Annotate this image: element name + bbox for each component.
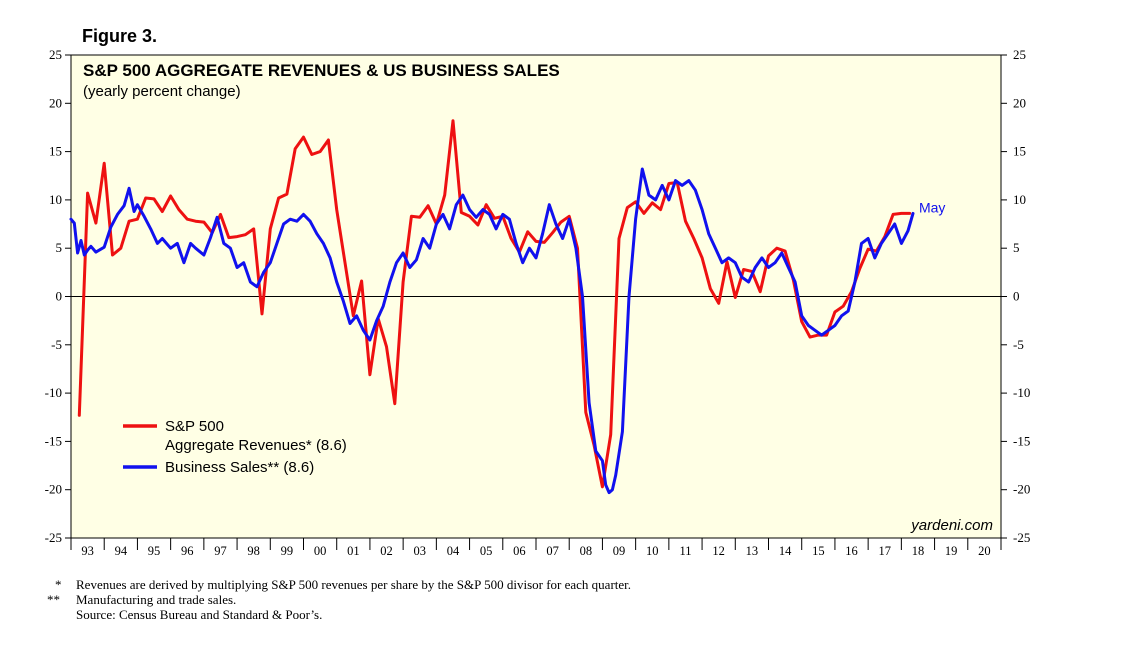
x-tick-label: 13: [746, 544, 759, 558]
y-tick-label-right: 25: [1013, 47, 1026, 62]
y-tick-label-right: -5: [1013, 337, 1024, 352]
x-tick-label: 01: [347, 544, 360, 558]
footnote-1-text: Revenues are derived by multiplying S&P …: [76, 577, 632, 592]
x-tick-label: 98: [247, 544, 260, 558]
legend-label-sp500: S&P 500: [165, 418, 224, 435]
x-tick-label: 15: [812, 544, 825, 558]
y-tick-label-left: 20: [49, 95, 62, 110]
y-tick-label-right: -25: [1013, 530, 1030, 545]
legend-label-business-sales-name: Business Sales**: [165, 459, 279, 476]
chart-subtitle: (yearly percent change): [83, 83, 241, 100]
x-tick-label: 95: [148, 544, 161, 558]
x-tick-label: 12: [712, 544, 725, 558]
x-tick-label: 02: [380, 544, 393, 558]
footnote-1-mark: *: [55, 577, 62, 592]
footnote-2-text: Manufacturing and trade sales.: [76, 592, 237, 607]
y-tick-label-right: 15: [1013, 144, 1026, 159]
legend-label-business-sales-value: (8.6): [283, 459, 314, 476]
y-tick-label-left: 25: [49, 47, 62, 62]
x-tick-label: 03: [414, 544, 427, 558]
x-tick-label: 19: [945, 544, 958, 558]
y-tick-label-right: -15: [1013, 433, 1030, 448]
x-tick-label: 94: [115, 544, 128, 558]
footnote-2-mark: **: [47, 592, 60, 607]
y-tick-label-right: -10: [1013, 385, 1030, 400]
x-tick-label: 93: [81, 544, 94, 558]
y-tick-label-left: -15: [45, 433, 62, 448]
x-tick-label: 17: [879, 544, 892, 558]
legend: S&P 500 Aggregate Revenues* (8.6) Busine…: [123, 418, 347, 476]
y-tick-label-left: -20: [45, 482, 62, 497]
y-tick-label-right: -20: [1013, 482, 1030, 497]
footnote-3-text: Source: Census Bureau and Standard & Poo…: [76, 607, 323, 622]
watermark: yardeni.com: [910, 517, 993, 534]
x-tick-label: 09: [613, 544, 626, 558]
y-tick-label-right: 5: [1013, 240, 1020, 255]
x-tick-label: 00: [314, 544, 327, 558]
y-tick-label-left: 15: [49, 144, 62, 159]
series-line-business-sales: [69, 167, 915, 495]
legend-label-business-sales: Business Sales** (8.6): [165, 459, 314, 476]
x-tick-label: 96: [181, 544, 194, 558]
x-tick-label: 16: [845, 544, 858, 558]
y-tick-label-left: 5: [56, 240, 63, 255]
x-tick-label: 04: [447, 544, 460, 558]
x-tick-label: 99: [281, 544, 294, 558]
x-tick-label: 18: [912, 544, 925, 558]
y-tick-label-right: 10: [1013, 192, 1026, 207]
x-tick-label: 06: [513, 544, 526, 558]
legend-label-sp500-line2: Aggregate Revenues* (8.6): [165, 437, 347, 454]
chart-title: S&P 500 AGGREGATE REVENUES & US BUSINESS…: [83, 61, 560, 80]
x-tick-label: 05: [480, 544, 493, 558]
y-tick-label-left: 0: [56, 289, 63, 304]
x-tick-label: 08: [580, 544, 593, 558]
x-tick-label: 14: [779, 544, 792, 558]
series-layer: [69, 119, 915, 495]
y-tick-label-right: 0: [1013, 289, 1020, 304]
figure-label: Figure 3.: [82, 26, 158, 46]
x-tick-label: 10: [646, 544, 659, 558]
y-tick-label-left: 10: [49, 192, 62, 207]
x-tick-label: 11: [679, 544, 691, 558]
y-tick-label-right: 20: [1013, 95, 1026, 110]
y-tick-label-left: -25: [45, 530, 62, 545]
x-tick-label: 20: [978, 544, 991, 558]
x-tick-label: 07: [546, 544, 559, 558]
y-tick-label-left: -5: [51, 337, 62, 352]
end-annotation: May: [919, 199, 945, 215]
x-tick-label: 97: [214, 544, 227, 558]
y-tick-label-left: -10: [45, 385, 62, 400]
